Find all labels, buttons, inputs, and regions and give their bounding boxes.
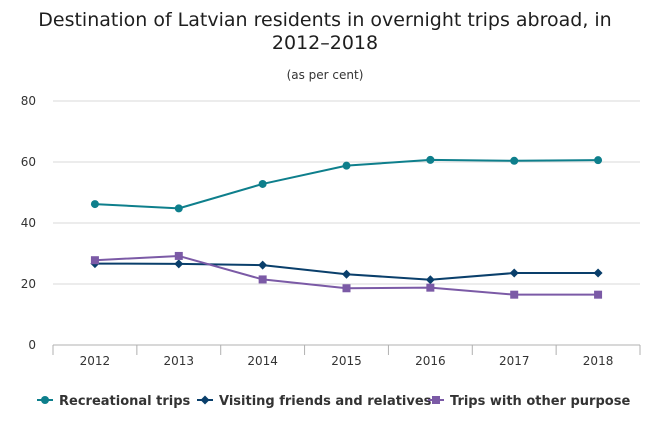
x-tick-label: 2015 xyxy=(331,354,362,368)
series-recreational-trips xyxy=(90,155,603,213)
data-point xyxy=(510,290,519,299)
data-point xyxy=(174,204,183,213)
x-tick-label: 2012 xyxy=(80,354,111,368)
legend-item-visiting-friends-and-relatives[interactable]: Visiting friends and relatives xyxy=(197,394,432,409)
data-point xyxy=(258,179,267,188)
data-point xyxy=(426,155,435,164)
legend-marker xyxy=(41,396,49,404)
data-point xyxy=(342,161,351,170)
legend-marker xyxy=(432,396,440,404)
data-point xyxy=(90,200,99,209)
legend-label: Visiting friends and relatives xyxy=(219,394,432,409)
x-tick-label: 2017 xyxy=(499,354,530,368)
legend-item-recreational-trips[interactable]: Recreational trips xyxy=(37,394,191,409)
data-point xyxy=(509,268,519,278)
data-point xyxy=(342,269,351,279)
y-tick-label: 60 xyxy=(21,155,36,169)
legend-label: Recreational trips xyxy=(59,394,191,409)
y-tick-label: 80 xyxy=(21,94,36,108)
legend-label: Trips with other purpose xyxy=(450,394,630,409)
chart-title-line-1: Destination of Latvian residents in over… xyxy=(38,9,611,31)
grid xyxy=(53,100,640,285)
series-trips-with-other-purpose xyxy=(90,251,603,299)
data-point xyxy=(594,290,603,299)
x-tick-label: 2016 xyxy=(415,354,446,368)
y-tick-label: 20 xyxy=(21,277,36,291)
data-point xyxy=(258,260,268,270)
data-point xyxy=(425,275,435,285)
y-tick-label: 0 xyxy=(28,338,36,352)
legend-item-trips-with-other-purpose[interactable]: Trips with other purpose xyxy=(428,394,630,409)
x-axis: 2012 2013 2014 2015 2016 2017 2018 xyxy=(52,344,641,368)
data-point xyxy=(342,284,351,293)
data-point xyxy=(510,156,519,165)
y-tick-label: 40 xyxy=(21,216,36,230)
series-visiting-friends-and-relatives xyxy=(90,259,603,285)
data-point xyxy=(426,283,435,292)
series-group xyxy=(90,155,603,299)
data-point xyxy=(258,275,267,284)
legend: Recreational trips Visiting friends and r… xyxy=(37,394,630,409)
chart-subtitle: (as per cent) xyxy=(287,68,364,82)
x-tick-label: 2018 xyxy=(583,354,614,368)
chart-title-line-2: 2012–2018 xyxy=(272,32,378,54)
data-point xyxy=(90,256,99,265)
data-point xyxy=(594,156,603,165)
x-tick-label: 2013 xyxy=(164,354,195,368)
data-point xyxy=(593,268,603,278)
x-tick-label: 2014 xyxy=(247,354,278,368)
y-axis: 0 20 40 60 80 xyxy=(21,94,36,352)
data-point xyxy=(174,259,184,269)
data-point xyxy=(174,251,183,260)
legend-marker xyxy=(200,395,210,405)
